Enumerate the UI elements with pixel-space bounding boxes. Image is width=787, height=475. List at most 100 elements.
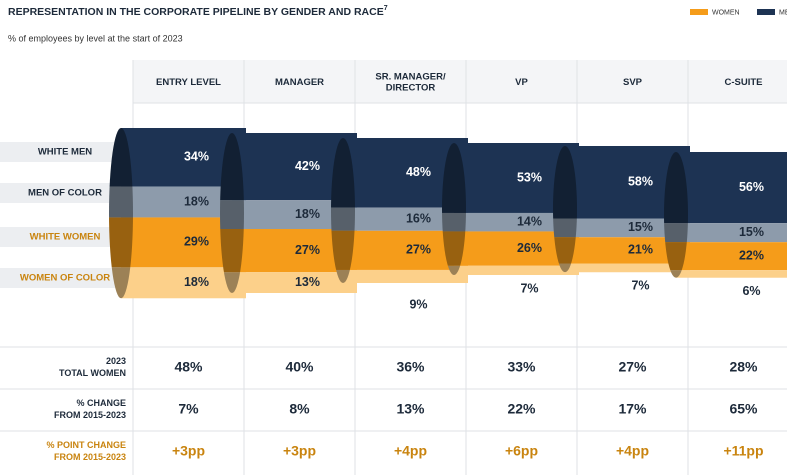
pipeline-face <box>442 265 466 275</box>
column-header-line: DIRECTOR <box>386 82 436 93</box>
title-note: 7 <box>384 5 388 12</box>
data-label: 58% <box>628 175 653 189</box>
pipeline-face <box>664 223 688 243</box>
data-label: 29% <box>184 235 209 249</box>
legend-label: WOMEN <box>712 9 740 16</box>
pipeline-face <box>220 200 244 229</box>
pipeline-segment <box>343 207 468 231</box>
legend-swatch <box>690 9 708 15</box>
legend-swatch <box>757 9 775 15</box>
table-value: +11pp <box>723 443 763 459</box>
table-value: +3pp <box>283 443 316 459</box>
data-label: 34% <box>184 150 209 164</box>
subtitle: % of employees by level at the start of … <box>8 33 183 43</box>
table-value: 48% <box>174 359 203 375</box>
pipeline-face <box>109 186 133 218</box>
pipeline-segment <box>676 270 787 278</box>
data-label: 16% <box>406 211 431 225</box>
column-header: SR. MANAGER/DIRECTOR <box>375 71 446 93</box>
pipeline-segment <box>454 212 579 232</box>
table-value: +3pp <box>172 443 205 459</box>
column-header-line: C-SUITE <box>725 77 763 88</box>
pipeline-segment <box>676 242 787 271</box>
data-label: 18% <box>184 194 209 208</box>
pipeline-segment <box>565 218 690 238</box>
series-label: WHITE WOMEN <box>30 232 101 243</box>
series-label-band <box>0 227 135 247</box>
table-value: +4pp <box>616 443 649 459</box>
data-label: 42% <box>295 159 320 173</box>
column-header-line: SVP <box>623 77 643 88</box>
column-header: SVP <box>623 77 643 88</box>
series-label-band <box>0 268 135 288</box>
column-header: VP <box>515 77 528 88</box>
pipeline-face <box>553 218 577 238</box>
data-label: 7% <box>631 279 649 293</box>
table-value: 17% <box>618 401 647 417</box>
table-value: 27% <box>618 359 647 375</box>
column-header-line: VP <box>515 77 528 88</box>
data-label: 27% <box>406 243 431 257</box>
row-label-line: FROM 2015-2023 <box>54 452 126 462</box>
data-label: 15% <box>739 225 764 239</box>
pipeline-segment <box>565 263 690 273</box>
data-label: 18% <box>295 207 320 221</box>
data-label: 7% <box>520 281 538 295</box>
series-label: MEN OF COLOR <box>28 188 102 199</box>
pipeline-segment <box>232 272 357 293</box>
table-value: 36% <box>396 359 425 375</box>
row-label-line: FROM 2015-2023 <box>54 410 126 420</box>
data-label: 53% <box>517 170 542 184</box>
pipeline-segment <box>676 223 787 243</box>
data-label: 22% <box>739 248 764 262</box>
data-label: 15% <box>628 220 653 234</box>
row-label-line: TOTAL WOMEN <box>59 368 126 378</box>
row-label-line: % POINT CHANGE <box>46 440 126 450</box>
legend-label: MEN <box>779 9 787 16</box>
pipeline-face <box>331 230 355 270</box>
data-label: 27% <box>295 243 320 257</box>
table-value: +4pp <box>394 443 427 459</box>
data-label: 6% <box>742 284 760 298</box>
column-header-line: ENTRY LEVEL <box>156 77 221 88</box>
header-band <box>133 60 787 103</box>
data-label: 13% <box>295 275 320 289</box>
data-label: 48% <box>406 165 431 179</box>
data-label: 21% <box>628 243 653 257</box>
data-label: 14% <box>517 214 542 228</box>
chart-title: REPRESENTATION IN THE CORPORATE PIPELINE… <box>8 5 388 18</box>
series-label: WHITE MEN <box>38 147 92 158</box>
pipeline-segment <box>676 152 787 224</box>
series-label-band <box>0 183 135 203</box>
table-value: 40% <box>285 359 314 375</box>
pipeline-face <box>109 217 133 268</box>
row-label-line: % CHANGE <box>76 398 126 408</box>
series-label: WOMEN OF COLOR <box>20 273 110 284</box>
pipeline-face <box>664 270 688 278</box>
data-label: 56% <box>739 180 764 194</box>
table-value: 22% <box>507 401 536 417</box>
row-label: % POINT CHANGE FROM 2015-2023 <box>46 440 126 462</box>
table-value: 8% <box>289 401 310 417</box>
pipeline-face <box>331 207 355 231</box>
pipeline-face <box>220 229 244 273</box>
table-value: 28% <box>729 359 758 375</box>
data-label: 18% <box>184 275 209 289</box>
table-value: 33% <box>507 359 536 375</box>
column-header: ENTRY LEVEL <box>156 77 221 88</box>
table-value: 7% <box>178 401 199 417</box>
pipeline-segment <box>454 265 579 275</box>
row-label: % CHANGE FROM 2015-2023 <box>54 398 126 420</box>
title-text: REPRESENTATION IN THE CORPORATE PIPELINE… <box>8 6 384 18</box>
data-label: 9% <box>409 297 427 311</box>
row-label-line: 2023 <box>106 356 126 366</box>
column-header-line: MANAGER <box>275 77 324 88</box>
table-value: +6pp <box>505 443 538 459</box>
pipeline-face <box>442 212 466 232</box>
row-label: 2023 TOTAL WOMEN <box>59 356 126 378</box>
column-header-line: SR. MANAGER/ <box>375 71 446 82</box>
pipeline-face <box>553 263 577 273</box>
series-label-band <box>0 142 135 162</box>
column-header: C-SUITE <box>725 77 763 88</box>
